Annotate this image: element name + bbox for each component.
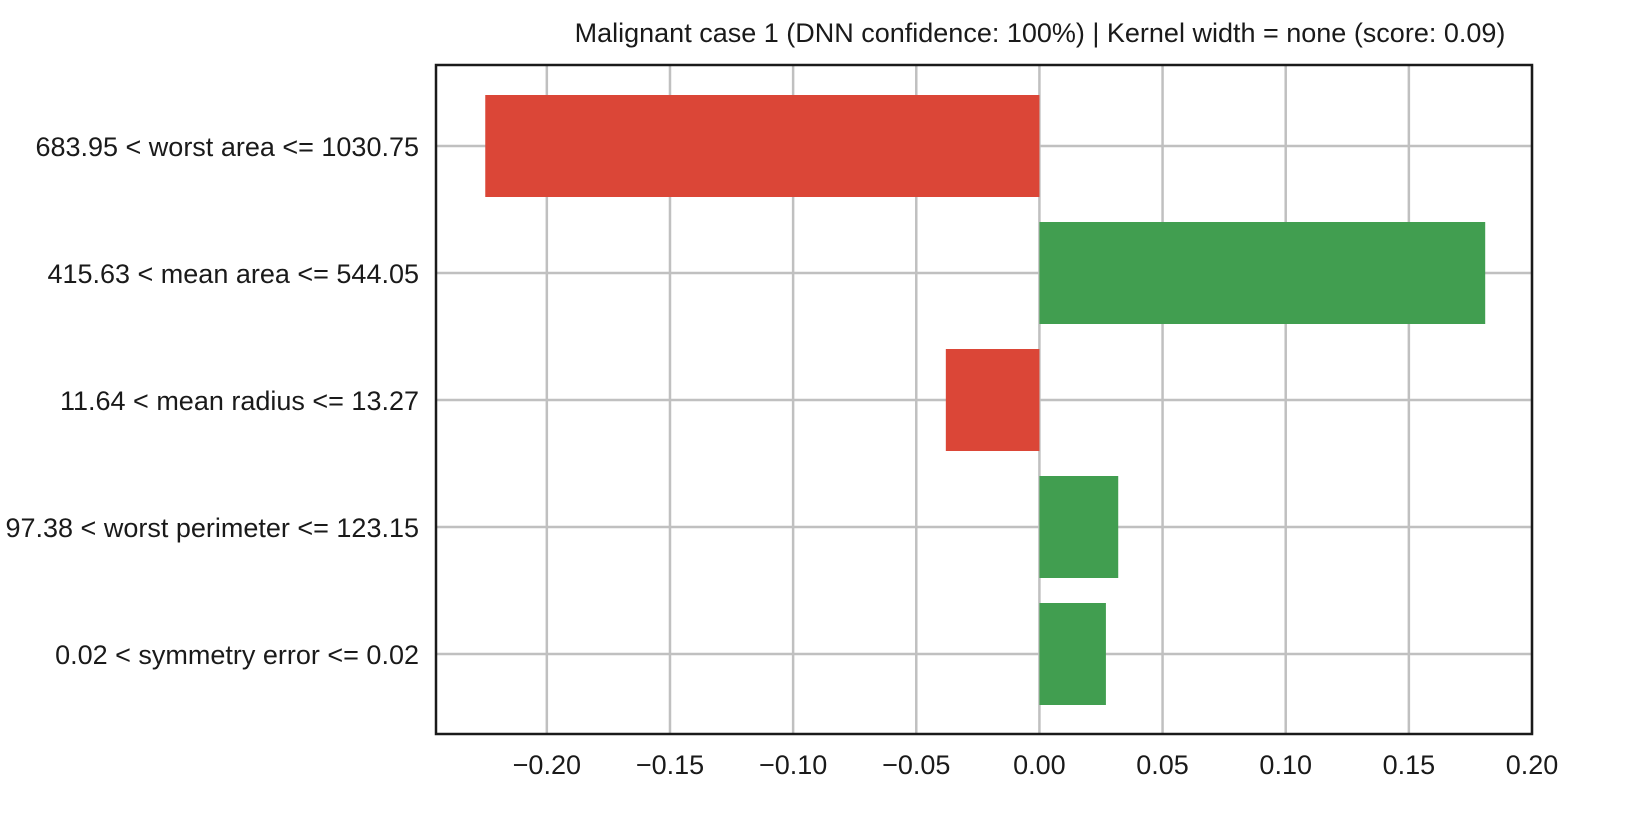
bars-layer bbox=[485, 95, 1486, 705]
x-tick-label: 0.05 bbox=[1136, 750, 1189, 780]
x-tick-label: −0.05 bbox=[882, 750, 950, 780]
x-tick-label: −0.10 bbox=[759, 750, 827, 780]
category-label: 415.63 < mean area <= 544.05 bbox=[47, 259, 419, 289]
chart-title: Malignant case 1 (DNN confidence: 100%) … bbox=[575, 18, 1506, 48]
x-tick-label: 0.20 bbox=[1506, 750, 1559, 780]
category-label: 97.38 < worst perimeter <= 123.15 bbox=[5, 513, 419, 543]
plot-frame bbox=[434, 63, 1534, 736]
bar bbox=[1039, 222, 1486, 324]
bar bbox=[1039, 603, 1106, 705]
bar bbox=[485, 95, 1040, 197]
category-label: 11.64 < mean radius <= 13.27 bbox=[60, 386, 419, 416]
category-label: 0.02 < symmetry error <= 0.02 bbox=[55, 640, 419, 670]
category-label: 683.95 < worst area <= 1030.75 bbox=[35, 132, 419, 162]
bar bbox=[1039, 476, 1119, 578]
bar bbox=[945, 349, 1040, 451]
grid-layer bbox=[436, 65, 1534, 734]
x-tick-label: −0.20 bbox=[513, 750, 581, 780]
x-tick-labels: −0.20 −0.15 −0.10 −0.05 0.00 0.05 0.10 0.15 0.20 bbox=[513, 750, 1559, 780]
category-labels: 683.95 < worst area <= 1030.75 415.63 < m… bbox=[5, 132, 419, 670]
x-tick-label: −0.15 bbox=[636, 750, 704, 780]
x-tick-label: 0.10 bbox=[1259, 750, 1312, 780]
x-tick-label: 0.15 bbox=[1383, 750, 1436, 780]
x-tick-label: 0.00 bbox=[1013, 750, 1066, 780]
